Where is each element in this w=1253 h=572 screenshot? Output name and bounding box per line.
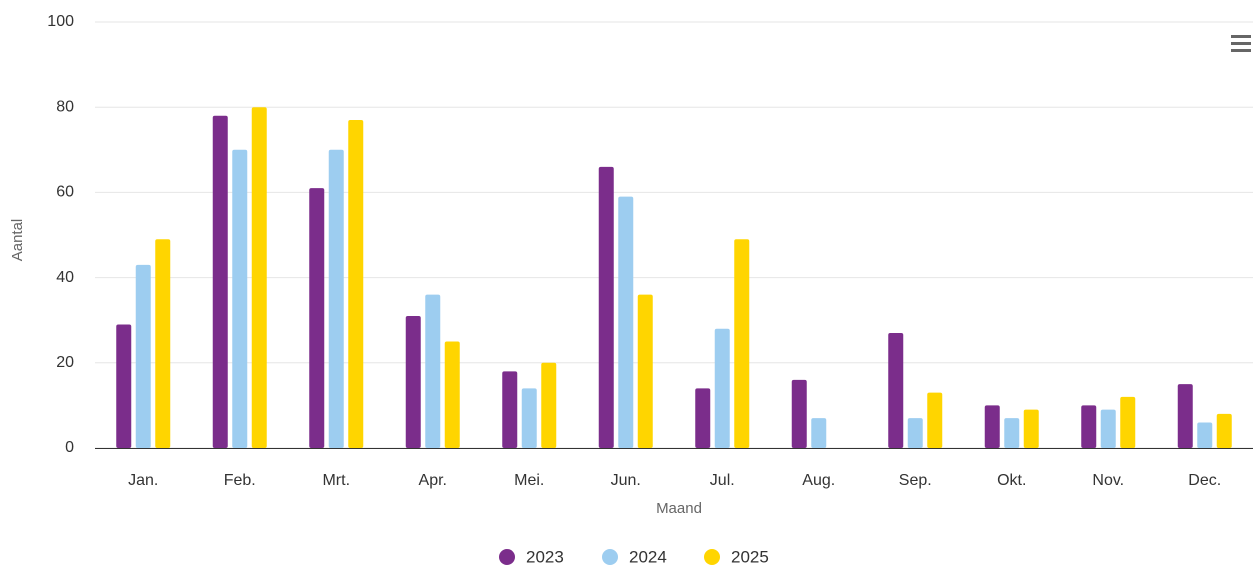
bar bbox=[541, 362, 557, 448]
y-tick-label: 60 bbox=[56, 184, 74, 201]
bar bbox=[888, 332, 904, 448]
bar bbox=[1177, 384, 1193, 448]
bar bbox=[907, 418, 923, 448]
bar bbox=[1120, 396, 1136, 448]
bar bbox=[695, 388, 711, 448]
x-tick-label: Aug. bbox=[802, 472, 835, 489]
bar bbox=[212, 115, 228, 448]
bar bbox=[791, 379, 807, 448]
bar bbox=[1197, 422, 1213, 448]
bar bbox=[734, 239, 750, 448]
y-tick-label: 20 bbox=[56, 354, 74, 371]
bar bbox=[232, 149, 248, 449]
y-tick-label: 0 bbox=[65, 439, 74, 456]
y-tick-label: 40 bbox=[56, 269, 74, 286]
legend-label: 2023 bbox=[526, 547, 564, 566]
x-tick-label: Feb. bbox=[224, 472, 256, 489]
bar bbox=[348, 119, 364, 448]
bar bbox=[984, 405, 1000, 448]
bar bbox=[155, 239, 171, 448]
bar bbox=[135, 264, 151, 448]
menu-bar bbox=[1231, 35, 1251, 38]
bar bbox=[444, 341, 460, 448]
x-tick-label: Mei. bbox=[514, 472, 544, 489]
bar bbox=[1081, 405, 1097, 448]
legend-label: 2025 bbox=[731, 547, 769, 566]
y-tick-label: 80 bbox=[56, 98, 74, 115]
bar bbox=[927, 392, 943, 448]
bar bbox=[1023, 409, 1039, 448]
x-tick-label: Apr. bbox=[419, 472, 447, 489]
bar bbox=[309, 188, 325, 448]
menu-button[interactable] bbox=[1231, 35, 1251, 52]
bar bbox=[425, 294, 441, 448]
x-tick-label: Dec. bbox=[1188, 472, 1221, 489]
x-axis-title: Maand bbox=[656, 500, 702, 517]
bar bbox=[502, 371, 518, 448]
x-tick-label: Sep. bbox=[899, 472, 932, 489]
x-tick-label: Okt. bbox=[997, 472, 1026, 489]
bar bbox=[116, 324, 132, 448]
x-tick-label: Jun. bbox=[611, 472, 641, 489]
legend-symbol bbox=[499, 549, 515, 565]
legend-label: 2024 bbox=[629, 547, 667, 566]
bar bbox=[1100, 409, 1116, 448]
bar bbox=[1004, 418, 1020, 448]
bar bbox=[714, 328, 730, 448]
x-tick-label: Jan. bbox=[128, 472, 158, 489]
menu-bar bbox=[1231, 49, 1251, 52]
bar bbox=[521, 388, 537, 448]
legend-symbol bbox=[704, 549, 720, 565]
y-axis-title: Aantal bbox=[9, 219, 26, 262]
x-tick-label: Jul. bbox=[710, 472, 735, 489]
bar bbox=[598, 166, 614, 448]
bar bbox=[405, 315, 421, 448]
bar bbox=[328, 149, 344, 449]
bar bbox=[811, 418, 827, 448]
bar bbox=[1216, 413, 1232, 448]
y-tick-label: 100 bbox=[47, 13, 74, 30]
bar bbox=[618, 196, 634, 448]
menu-bar bbox=[1231, 42, 1251, 45]
bar bbox=[251, 107, 267, 448]
legend-symbol bbox=[602, 549, 618, 565]
bar bbox=[637, 294, 653, 448]
x-tick-label: Nov. bbox=[1092, 472, 1124, 489]
x-tick-label: Mrt. bbox=[322, 472, 350, 489]
